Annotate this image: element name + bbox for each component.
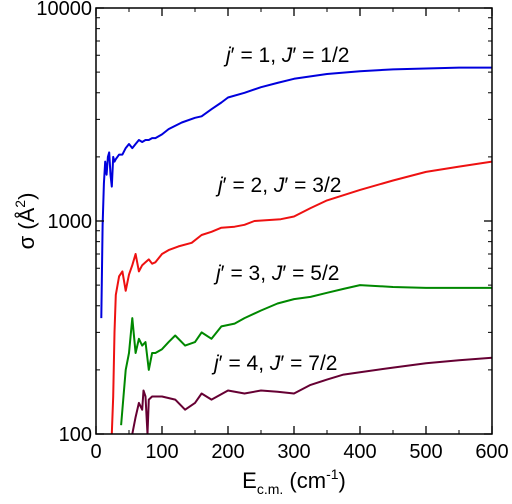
x-tick-label: 500 bbox=[409, 441, 442, 463]
series-line-3 bbox=[120, 284, 492, 426]
x-tick-label: 100 bbox=[145, 441, 178, 463]
series-label-3: j′ = 3, J′ = 5/2 bbox=[213, 262, 339, 285]
x-tick-label: 0 bbox=[90, 441, 101, 463]
x-tick-label: 200 bbox=[211, 441, 244, 463]
series-labels: j′ = 1, J′ = 1/2 j′ = 2, J′ = 3/2 j′ = 3, … bbox=[211, 44, 349, 375]
y-tick-label: 1000 bbox=[48, 211, 93, 233]
y-axis-label: σ (Å2) bbox=[12, 193, 39, 250]
x-axis-label: Ec.m. (cm-1) bbox=[242, 466, 346, 497]
series-line-4 bbox=[131, 356, 492, 434]
x-tick-label: 300 bbox=[277, 441, 310, 463]
x-tick-label: 400 bbox=[343, 441, 376, 463]
y-tick-label: 10000 bbox=[36, 0, 92, 20]
series-label-1: j′ = 1, J′ = 1/2 bbox=[223, 44, 349, 67]
series-label-2: j′ = 2, J′ = 3/2 bbox=[215, 174, 341, 197]
series-line-1 bbox=[100, 66, 492, 319]
axis-ticks bbox=[95, 7, 493, 435]
series-label-4: j′ = 4, J′ = 7/2 bbox=[211, 352, 337, 375]
series-lines bbox=[100, 66, 492, 434]
x-tick-label: 600 bbox=[475, 441, 508, 463]
y-tick-label: 100 bbox=[59, 424, 92, 446]
series-line-2 bbox=[110, 160, 492, 434]
